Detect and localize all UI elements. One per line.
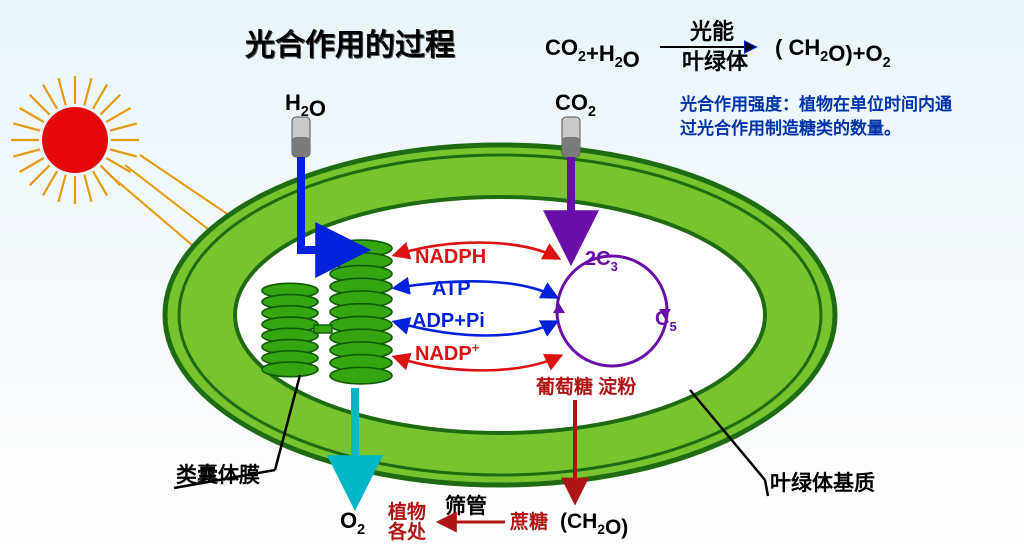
- sieve-label: 筛管: [445, 494, 487, 518]
- input-tube: [292, 117, 310, 157]
- eq-top: 光能: [689, 19, 734, 44]
- sun-icon: [11, 76, 139, 204]
- glucose-starch-label: 葡萄糖 淀粉: [536, 375, 636, 398]
- input-tube: [562, 117, 580, 157]
- note-line2: 过光合作用制造糖类的数量。: [680, 118, 901, 138]
- plant-label2: 各处: [387, 520, 427, 543]
- sucrose-label: 蔗糖: [509, 510, 548, 533]
- stroma-label: 叶绿体基质: [770, 471, 875, 495]
- plant-label1: 植物: [388, 500, 426, 523]
- nadp-label: NADP+: [415, 340, 480, 365]
- thylakoid-bridge: [314, 325, 332, 333]
- nadph-label: NADPH: [415, 246, 486, 268]
- title: 光合作用的过程: [245, 28, 455, 62]
- thylakoid-stack: [330, 240, 392, 384]
- eq-bottom: 叶绿体: [682, 49, 749, 74]
- note-line1: 光合作用强度：植物在单位时间内通: [679, 94, 952, 114]
- thylakoid-label: 类囊体膜: [176, 463, 260, 487]
- thylakoid-stack: [262, 283, 318, 376]
